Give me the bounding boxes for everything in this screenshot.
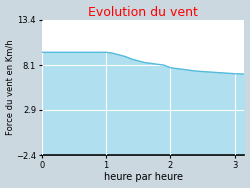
Title: Evolution du vent: Evolution du vent <box>88 6 198 19</box>
X-axis label: heure par heure: heure par heure <box>104 172 182 182</box>
Y-axis label: Force du vent en Km/h: Force du vent en Km/h <box>6 40 15 135</box>
